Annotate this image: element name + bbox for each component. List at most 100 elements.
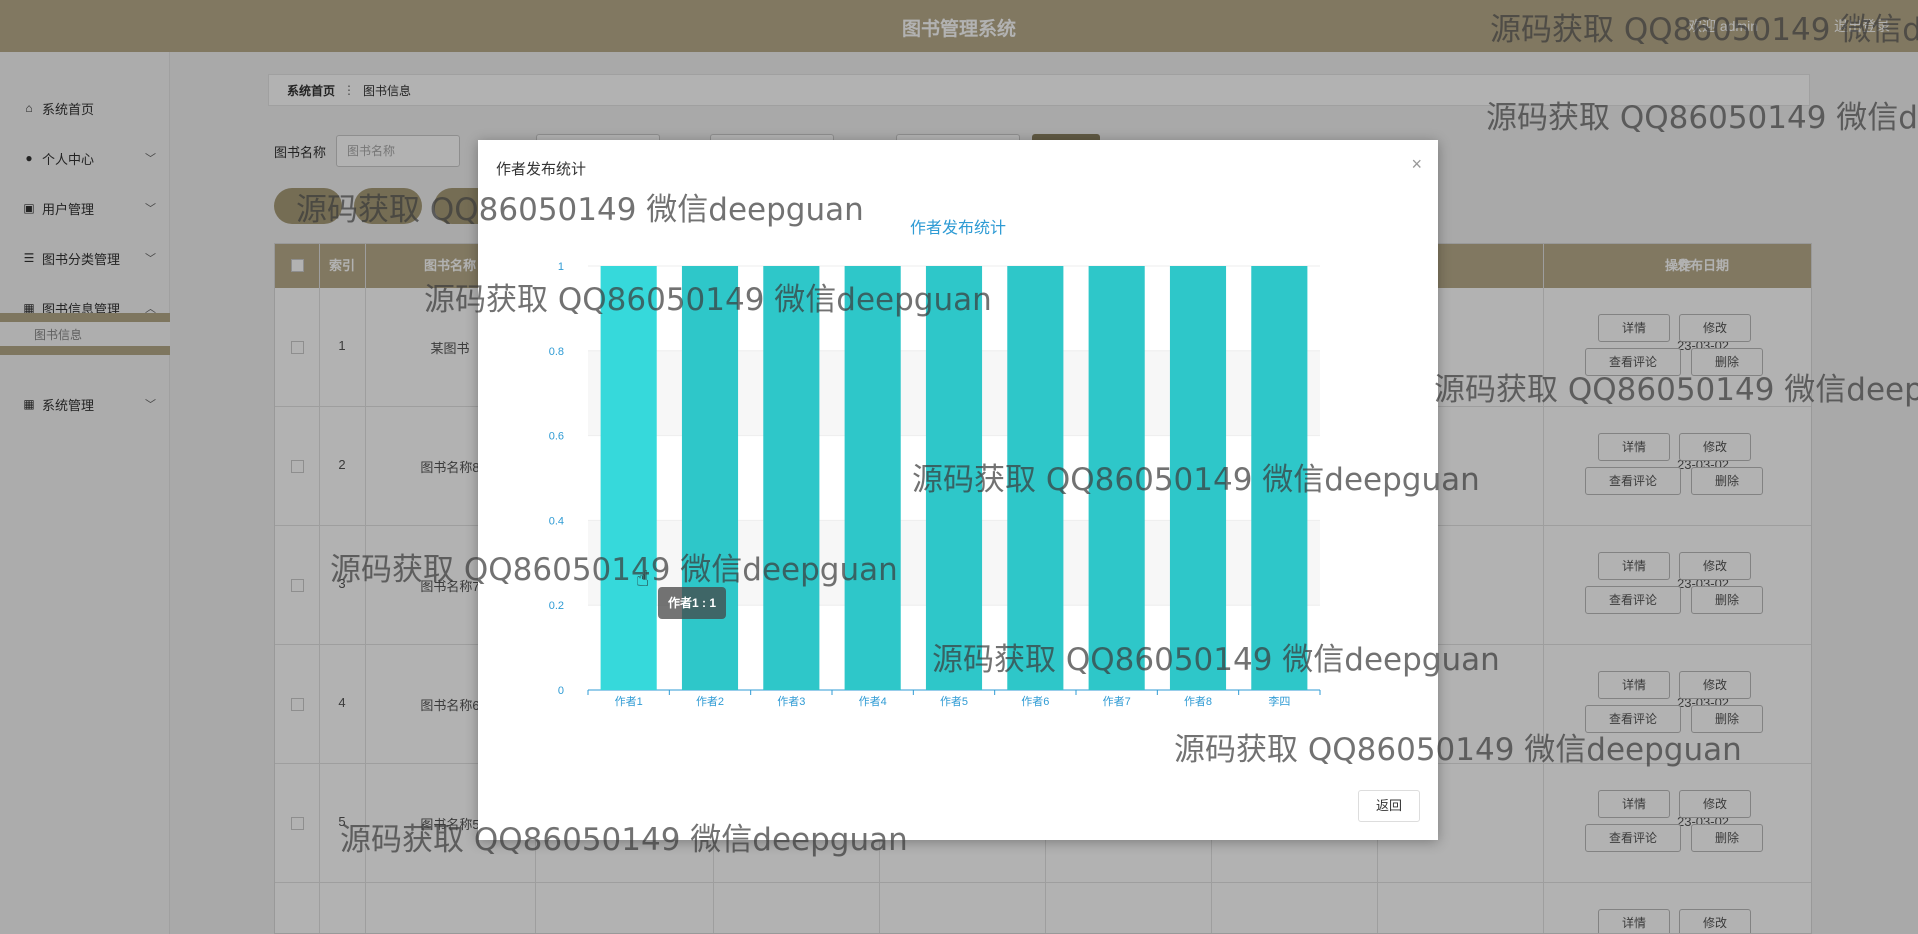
sidebar-subitem-label: 图书信息: [34, 328, 83, 342]
chevron-down-icon: ﹀: [145, 203, 156, 215]
y-tick-label: 0.8: [549, 346, 564, 358]
select-all-checkbox[interactable]: [291, 259, 304, 272]
x-tick-label: 作者4: [859, 695, 887, 708]
chart-tooltip: 作者1 : 1: [658, 587, 726, 619]
bar: [1007, 266, 1064, 690]
close-icon[interactable]: ×: [1411, 154, 1422, 174]
row-checkbox[interactable]: [291, 817, 304, 830]
chevron-down-icon: ﹀: [145, 253, 156, 265]
detail-button[interactable]: 详情: [1598, 433, 1670, 461]
comments-button[interactable]: 查看评论: [1585, 824, 1681, 852]
edit-button[interactable]: 修改: [1679, 909, 1751, 933]
breadcrumb-current: 图书信息: [363, 83, 412, 98]
bar: [925, 266, 983, 690]
column-divider: [319, 244, 320, 933]
home-icon: ⌂: [25, 101, 33, 115]
breadcrumb-home[interactable]: 系统首页: [287, 83, 336, 98]
sidebar-item-personal[interactable]: ● 个人中心 ﹀: [0, 138, 170, 178]
comments-button[interactable]: 查看评论: [1585, 348, 1681, 376]
x-tick-label: 作者2: [696, 695, 724, 708]
detail-button[interactable]: 详情: [1598, 552, 1670, 580]
x-tick-label: 作者8: [1184, 695, 1212, 708]
bar: [844, 266, 901, 690]
sidebar-item-label: 图书分类管理: [42, 251, 121, 267]
modal-title: 作者发布统计: [496, 161, 587, 178]
edit-button[interactable]: 修改: [1679, 552, 1751, 580]
sidebar-item-label: 系统管理: [42, 397, 95, 413]
hand-cursor-icon: ☝: [636, 566, 650, 591]
x-tick-label: 作者1: [615, 695, 643, 708]
delete-button[interactable]: [354, 188, 422, 224]
logout-link[interactable]: 退出登录: [1834, 18, 1890, 34]
edit-button[interactable]: 修改: [1679, 433, 1751, 461]
row-index: 4: [338, 695, 346, 710]
delete-row-button[interactable]: 删除: [1691, 705, 1763, 733]
grid-icon: ▦: [23, 301, 35, 315]
x-tick-label: 李四: [1268, 694, 1290, 708]
comments-button[interactable]: 查看评论: [1585, 586, 1681, 614]
sidebar-item-users[interactable]: ▣ 用户管理 ﹀: [0, 188, 170, 228]
row-name: 图书名称7: [420, 579, 480, 594]
column-divider: [1543, 244, 1544, 933]
row-name: 某图书: [430, 341, 470, 356]
search-input[interactable]: 图书名称: [336, 135, 461, 167]
breadcrumb: 系统首页 ⋮ 图书信息: [268, 74, 1810, 106]
sidebar-item-label: 系统首页: [42, 101, 95, 117]
sidebar-item-label: 个人中心: [42, 151, 95, 167]
row-checkbox[interactable]: [291, 341, 304, 354]
y-tick-label: 0: [558, 685, 564, 697]
edit-button[interactable]: 修改: [1679, 790, 1751, 818]
row-name: 图书名称8: [420, 460, 480, 475]
row-checkbox[interactable]: [291, 698, 304, 711]
table-row: 5 图书名称5 23-03-02 详情 修改 查看评论 删除: [275, 764, 1811, 883]
sidebar-item-book-info[interactable]: ▦ 图书信息管理 ︿: [0, 288, 170, 328]
comments-button[interactable]: 查看评论: [1585, 467, 1681, 495]
delete-row-button[interactable]: 删除: [1691, 467, 1763, 495]
x-tick-label: 作者3: [777, 695, 805, 708]
list-icon: ☰: [23, 251, 35, 265]
edit-button[interactable]: 修改: [1679, 314, 1751, 342]
x-tick-label: 作者6: [1021, 695, 1049, 708]
row-checkbox[interactable]: [291, 460, 304, 473]
chevron-up-icon: ︿: [145, 303, 156, 315]
search-bar: 图书名称 图书名称: [274, 134, 461, 168]
comments-button[interactable]: 查看评论: [1585, 705, 1681, 733]
sidebar: ⌂ 系统首页 ● 个人中心 ﹀ ▣ 用户管理 ﹀ ☰ 图书分类管理 ﹀ ▦ 图书…: [0, 52, 170, 934]
delete-row-button[interactable]: 删除: [1691, 348, 1763, 376]
bar: [681, 266, 739, 690]
header-index: 索引: [328, 258, 355, 273]
header-date: 发布日期: [1677, 258, 1730, 273]
bar: [1169, 266, 1227, 690]
x-tick-label: 作者7: [1103, 695, 1131, 708]
detail-button[interactable]: 详情: [1598, 671, 1670, 699]
bar: [763, 266, 820, 690]
back-button[interactable]: 返回: [1358, 790, 1420, 822]
chevron-down-icon: ﹀: [145, 153, 156, 165]
row-index: 1: [338, 338, 346, 353]
x-tick-label: 作者5: [940, 695, 968, 708]
row-name: 图书名称5: [420, 817, 480, 832]
bar: [1251, 266, 1308, 690]
sidebar-item-categories[interactable]: ☰ 图书分类管理 ﹀: [0, 238, 170, 278]
delete-row-button[interactable]: 删除: [1691, 586, 1763, 614]
breadcrumb-separator-icon: ⋮: [343, 83, 356, 97]
edit-button[interactable]: 修改: [1679, 671, 1751, 699]
row-checkbox[interactable]: [291, 579, 304, 592]
stats-modal: 作者发布统计 × 作者发布统计 0 0.2 0.4 0.6 0.8 1 作者1 作者2 作者3 作…: [478, 140, 1438, 840]
sidebar-subitem-book-info[interactable]: 图书信息: [0, 313, 170, 355]
row-index: 5: [338, 814, 346, 829]
y-tick-label: 0.4: [549, 515, 564, 527]
chart-title: 作者发布统计: [909, 220, 1006, 237]
detail-button[interactable]: 详情: [1598, 790, 1670, 818]
table-row: 详情 修改: [275, 883, 1811, 933]
row-name: 图书名称6: [420, 698, 480, 713]
sidebar-item-system[interactable]: ▦ 系统管理 ﹀: [0, 384, 170, 424]
sidebar-item-home[interactable]: ⌂ 系统首页: [0, 88, 170, 128]
bar-chart: 0 0.2 0.4 0.6 0.8 1 作者1 作者2 作者3 作者4 作者5 作者6 作者7 作者8 李四: [549, 261, 1321, 708]
detail-button[interactable]: 详情: [1598, 909, 1670, 933]
detail-button[interactable]: 详情: [1598, 314, 1670, 342]
y-tick-label: 1: [558, 261, 564, 273]
delete-row-button[interactable]: 删除: [1691, 824, 1763, 852]
search-label: 图书名称: [274, 144, 327, 160]
add-button[interactable]: [274, 188, 342, 224]
